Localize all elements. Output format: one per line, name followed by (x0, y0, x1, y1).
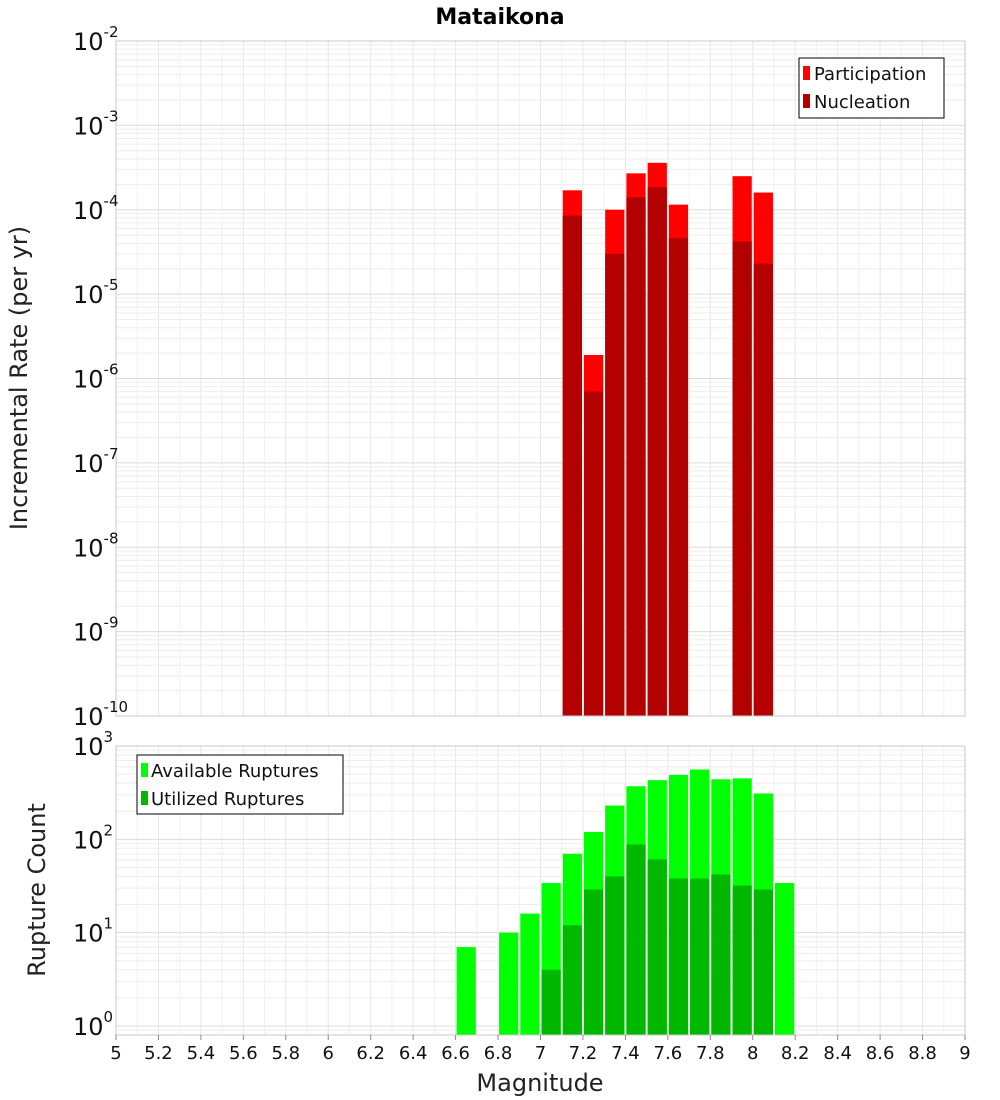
utilized-ruptures-bar (753, 889, 773, 1035)
x-tick-label: 8.6 (866, 1043, 895, 1064)
x-tick-label: 7.2 (569, 1043, 598, 1064)
x-axis-label: Magnitude (476, 1069, 603, 1097)
utilized-ruptures-bar (541, 969, 561, 1035)
x-tick-label: 8 (747, 1043, 758, 1064)
x-tick-label: 6.4 (399, 1043, 428, 1064)
y-tick-label: 10-10 (73, 698, 128, 731)
y-tick-label: 102 (73, 821, 113, 854)
x-tick-label: 8.2 (781, 1043, 810, 1064)
y-tick-label: 101 (73, 915, 113, 948)
rate-y-ticks: 10-10 10-9 10-8 10-7 10-6 10-5 10-4 10-3 10-2 (73, 23, 128, 731)
nucleation-bar (753, 263, 773, 716)
chart-title: Mataikona (435, 5, 564, 30)
nucleation-bar (605, 253, 625, 716)
x-tick-label: 6 (323, 1043, 334, 1064)
nucleation-bar (647, 187, 667, 716)
x-tick-label: 5 (110, 1043, 121, 1064)
rate-plot-border (115, 40, 966, 717)
utilized-ruptures-bar (626, 844, 646, 1035)
nucleation-bar (562, 215, 582, 717)
x-tick-label: 5.6 (229, 1043, 258, 1064)
x-tick-label: 7.6 (654, 1043, 683, 1064)
x-tick-label: 7.4 (611, 1043, 640, 1064)
available-legend-label: Available Ruptures (151, 761, 319, 782)
available-ruptures-bar (499, 932, 519, 1035)
y-tick-label: 10-7 (73, 445, 119, 478)
rate-legend: Participation Nucleation (798, 57, 945, 119)
x-tick-label: 5.8 (271, 1043, 300, 1064)
utilized-ruptures-bar (690, 878, 710, 1035)
magnitude-x-ticks: 5 5.2 5.4 5.6 5.8 6 6.2 6.4 6.6 6.8 7 7.2 7.4 7.6 7.8 8… (110, 1035, 971, 1064)
participation-legend-swatch (803, 66, 810, 80)
count-y-axis-label: Rupture Count (23, 803, 51, 977)
nucleation-bar (583, 391, 604, 716)
x-tick-label: 8.4 (823, 1043, 852, 1064)
rate-bars (562, 162, 773, 717)
x-tick-label: 5.2 (144, 1043, 173, 1064)
count-y-ticks: 100 101 102 103 (73, 728, 113, 1041)
y-tick-label: 10-8 (73, 529, 119, 562)
count-legend-box (136, 754, 344, 815)
x-tick-label: 7 (535, 1043, 546, 1064)
rate-grid (115, 40, 966, 717)
y-tick-label: 10-3 (73, 107, 119, 140)
available-ruptures-bar (774, 883, 795, 1035)
x-tick-label: 8.8 (908, 1043, 937, 1064)
x-tick-label: 9 (959, 1043, 970, 1064)
rate-legend-box (798, 57, 945, 119)
y-tick-label: 10-5 (73, 276, 119, 309)
utilized-ruptures-bar (668, 878, 689, 1035)
utilized-ruptures-bar (605, 876, 625, 1035)
available-ruptures-bar (520, 913, 540, 1035)
utilized-legend-swatch (141, 791, 148, 805)
utilized-ruptures-bar (711, 874, 731, 1035)
utilized-ruptures-bar (647, 859, 667, 1035)
x-tick-label: 6.8 (484, 1043, 513, 1064)
nucleation-bar (626, 197, 646, 717)
available-legend-swatch (141, 763, 148, 777)
y-tick-label: 10-9 (73, 614, 119, 647)
nucleation-legend-label: Nucleation (814, 92, 910, 113)
rate-y-axis-label: Incremental Rate (per yr) (5, 226, 33, 530)
x-tick-label: 6.2 (356, 1043, 385, 1064)
utilized-legend-label: Utilized Ruptures (151, 789, 304, 810)
y-tick-label: 10-4 (73, 192, 119, 225)
participation-legend-label: Participation (814, 64, 926, 85)
count-legend: Available Ruptures Utilized Ruptures (136, 754, 344, 815)
y-tick-label: 10-6 (73, 361, 119, 394)
y-tick-label: 103 (73, 728, 113, 761)
rate-panel: 10-10 10-9 10-8 10-7 10-6 10-5 10-4 10-3 10-2 In… (5, 23, 966, 731)
utilized-ruptures-bar (732, 885, 752, 1035)
nucleation-bar (668, 238, 689, 716)
available-ruptures-bar (456, 947, 476, 1035)
y-tick-label: 100 (73, 1008, 113, 1041)
utilized-ruptures-bar (583, 889, 604, 1035)
nucleation-bar (732, 241, 752, 717)
x-tick-label: 6.6 (441, 1043, 470, 1064)
nucleation-legend-swatch (803, 94, 810, 108)
x-tick-label: 7.8 (696, 1043, 725, 1064)
y-tick-label: 10-2 (73, 23, 119, 56)
x-tick-label: 5.4 (187, 1043, 216, 1064)
count-panel: 100 101 102 103 5 5.2 5.4 5.6 5.8 6 6.2 6.4 6.6 6.8 7… (23, 728, 971, 1097)
utilized-ruptures-bar (562, 925, 582, 1035)
count-bars (456, 769, 795, 1035)
